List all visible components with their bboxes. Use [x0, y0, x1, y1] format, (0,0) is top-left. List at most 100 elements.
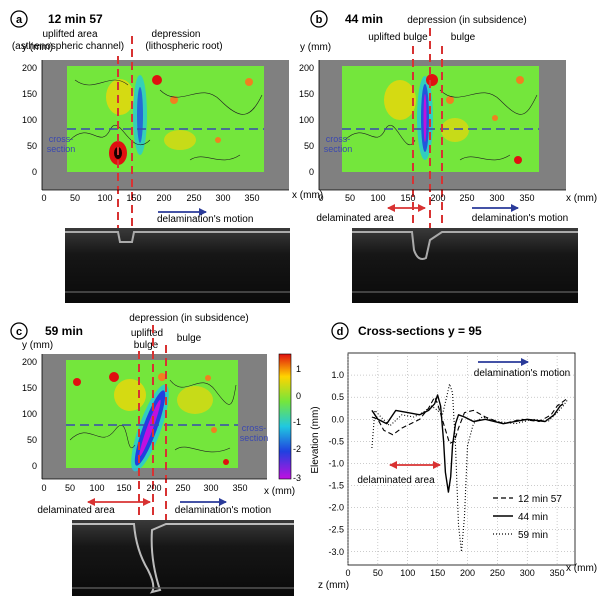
panel-b-x-tick: 0 [318, 193, 323, 203]
chart-z-label: z (mm) [318, 580, 349, 591]
panel-b-ann-depression: depression (in subsidence) [407, 15, 527, 26]
panel-b-y-tick: 50 [304, 141, 314, 151]
panel-b-map-field [342, 66, 539, 172]
colorbar [278, 353, 292, 480]
panel-a-y-tick: 200 [22, 63, 37, 73]
colorbar-tick: 0 [296, 391, 301, 401]
chart-series-line-1 [371, 394, 564, 493]
chart-x-label: x (mm) [566, 563, 597, 574]
chart-y-tick: -2.5 [328, 525, 344, 535]
panel-a-cross-label-1: cross- [49, 134, 74, 144]
panel-a-y-label: y (mm) [22, 42, 53, 53]
panel-a-x-tick: 100 [97, 193, 112, 203]
panel-b-letter: b [316, 14, 323, 26]
chart-x-tick: 300 [520, 568, 535, 578]
legend-label-2: 59 min [518, 530, 548, 541]
panel-c-x-tick: 50 [65, 483, 75, 493]
chart-series [371, 383, 569, 553]
panel-c-ann-depression: depression (in subsidence) [129, 313, 249, 324]
panel-c-ann-uplift-1: uplifted [131, 328, 163, 339]
panel-b-photo [352, 228, 578, 303]
panel-c-x-tick: 350 [232, 483, 247, 493]
panel-c-badge [10, 322, 28, 340]
panel-b-axes: y (mm) x (mm) 200 150 100 50 0 0 50 100 … [299, 42, 597, 204]
panel-b-x-tick: 200 [430, 193, 445, 203]
chart-y-tick: 0.0 [331, 414, 344, 424]
panel-a-axes: y (mm) x (mm) 200 150 100 50 0 0 50 100 … [22, 42, 323, 203]
chart-x-tick: 250 [490, 568, 505, 578]
chart-y-tick: 1.0 [331, 370, 344, 380]
chart-y-tick: -3.0 [328, 547, 344, 557]
panel-a-x-tick: 350 [244, 193, 259, 203]
panel-b-time: 44 min [345, 12, 383, 26]
panel-d-badge [331, 322, 349, 340]
panel-c-time: 59 min [45, 324, 83, 338]
panel-a-photo-layer [65, 231, 290, 243]
panel-a-ann-depression: depression [152, 29, 201, 40]
panel-b-y-tick: 150 [299, 89, 314, 99]
panel-a-map-field [67, 66, 264, 172]
panel-b-x-tick: 350 [519, 193, 534, 203]
panel-c-y-tick: 0 [32, 461, 37, 471]
panel-a-x-tick: 200 [156, 193, 171, 203]
panel-b-cross-label-2: section [324, 144, 353, 154]
panel-d-letter: d [337, 326, 344, 338]
panel-c-x-tick: 100 [89, 483, 104, 493]
panel-b-motion-label: delamination's motion [472, 213, 568, 224]
panel-a-x-label: x (mm) [292, 190, 323, 201]
panel-c-motion-label: delamination's motion [175, 505, 271, 516]
panel-c-x-tick: 200 [146, 483, 161, 493]
chart-series-line-2 [371, 383, 569, 553]
chart-ticks: 0 50 100 150 200 250 300 350 1.0 0.5 0.0 -0.5 -1.0 -1… [328, 370, 564, 578]
panel-b-photo-layer [352, 231, 578, 260]
panel-a-x-tick: 50 [70, 193, 80, 203]
panel-c-letter: c [16, 326, 22, 338]
panel-b-y-label: y (mm) [300, 42, 331, 53]
panel-c-cross-label-1: cross- [242, 423, 267, 433]
panel-b-badge [310, 10, 328, 28]
panel-c-y-tick: 200 [22, 357, 37, 367]
chart-x-tick: 350 [550, 568, 565, 578]
panel-c-x-tick: 250 [175, 483, 190, 493]
panel-c-colorbar: 1 0 -1 -2 -3 [278, 353, 301, 483]
panel-d: d Cross-sections y = 95 0 50 100 150 200 250 3… [310, 322, 597, 591]
panel-a-y-tick: 100 [22, 115, 37, 125]
chart-x-tick: 200 [460, 568, 475, 578]
chart-x-tick: 50 [373, 568, 383, 578]
panel-c-y-tick: 100 [22, 409, 37, 419]
panel-b-x-tick: 250 [459, 193, 474, 203]
chart-legend: 12 min 57 44 min 59 min [493, 494, 562, 541]
panel-c-x-tick: 0 [41, 483, 46, 493]
colorbar-tick: -3 [293, 473, 301, 483]
panel-b-ann-bulge: bulge [451, 32, 476, 43]
panel-a-motion-label: delamination's motion [157, 214, 253, 225]
panel-b: b 44 min depression (in subsidence) upli… [299, 10, 597, 303]
legend-label-1: 44 min [518, 512, 548, 523]
panel-b-delaminated-label: delaminated area [316, 213, 394, 224]
panel-c-photo [72, 520, 294, 596]
panel-c-y-tick: 50 [27, 435, 37, 445]
panel-b-y-tick: 200 [299, 63, 314, 73]
panel-a-y-tick: 150 [22, 89, 37, 99]
panel-a-y-tick: 0 [32, 167, 37, 177]
chart-x-tick: 150 [430, 568, 445, 578]
panel-c-map-features [69, 372, 237, 472]
panel-a-ann-depression-sub: (lithospheric root) [145, 41, 222, 52]
chart-x-tick: 0 [345, 568, 350, 578]
colorbar-tick: -2 [293, 444, 301, 454]
chart-title: Cross-sections y = 95 [358, 324, 482, 338]
panel-c-delaminated-label: delaminated area [37, 505, 115, 516]
panel-a-time: 12 min 57 [48, 12, 103, 26]
panel-a-x-tick: 300 [215, 193, 230, 203]
panel-b-x-tick: 300 [489, 193, 504, 203]
panel-c-x-label: x (mm) [264, 486, 295, 497]
panel-c-cross-label-2: section [240, 433, 269, 443]
panel-d-motion-label: delamination's motion [474, 368, 570, 379]
panel-b-x-tick: 100 [370, 193, 385, 203]
chart-y-tick: 0.5 [331, 392, 344, 402]
chart-y-tick: -1.5 [328, 481, 344, 491]
panel-a-ann-uplift-sub: (asthenospheric channel) [12, 41, 124, 52]
panel-a-x-tick: 0 [41, 193, 46, 203]
panel-c-x-tick: 300 [203, 483, 218, 493]
